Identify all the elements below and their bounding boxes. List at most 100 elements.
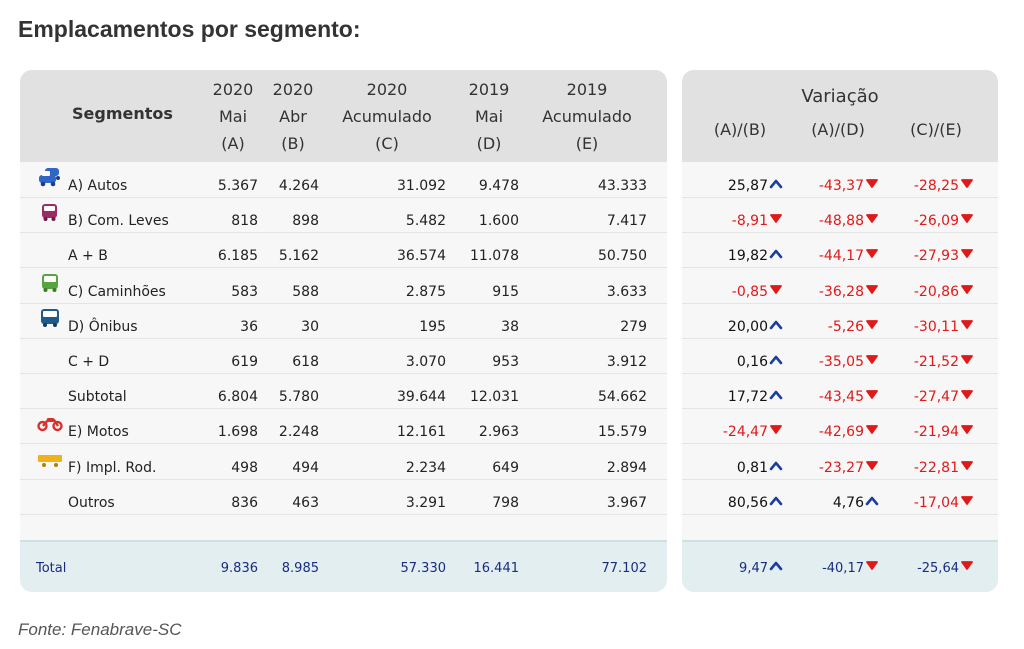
arrow-down-icon xyxy=(961,460,973,470)
var-ad: -42,69 xyxy=(819,423,879,440)
variation-row: 19,82 -44,17 -27,93 xyxy=(682,232,998,269)
cell-d: 1.600 xyxy=(478,213,519,230)
variation-panel: Variação (A)/(B) (A)/(D) (C)/(E) 25,87 -4… xyxy=(682,70,998,592)
var-ab-value: 19,82 xyxy=(727,248,768,265)
segment-table-header: Segmentos 2020 Mai (A) 2020 Abr (B) 2020… xyxy=(20,70,667,162)
table-row: E) Motos 1.698 2.248 12.161 2.963 15.579 xyxy=(20,408,667,445)
variation-row: 0,16 -35,05 -21,52 xyxy=(682,338,998,374)
var-col-ab: (A)/(B) xyxy=(713,120,767,139)
variation-row: 80,56 4,76 -17,04 xyxy=(682,479,998,515)
var-ce: -20,86 xyxy=(914,283,974,300)
cell-c: 12.161 xyxy=(397,424,446,441)
cell-b: 463 xyxy=(292,494,319,511)
truck-icon xyxy=(37,273,63,293)
arrow-down-icon xyxy=(866,561,878,570)
col-header-e-key: (E) xyxy=(575,134,599,153)
total-cell-a: 9.836 xyxy=(220,561,258,576)
arrow-down-icon xyxy=(866,179,878,188)
var-ad: -48,88 xyxy=(819,212,879,229)
total-var-ce-value: -25,64 xyxy=(917,561,959,576)
var-ab: 20,00 xyxy=(728,318,783,335)
total-cell-e: 77.102 xyxy=(601,561,648,576)
cell-d: 649 xyxy=(492,459,519,476)
arrow-down-icon xyxy=(770,284,782,294)
table-row: Outros 836 463 3.291 798 3.967 xyxy=(20,479,667,515)
var-ce-value: -20,86 xyxy=(913,283,959,300)
var-ce: -27,93 xyxy=(914,247,974,264)
bus-icon xyxy=(37,308,63,328)
arrow-up-icon xyxy=(769,179,783,189)
var-ad-value: -43,45 xyxy=(818,389,864,406)
arrow-down-icon xyxy=(866,249,878,259)
var-ce-value: -27,47 xyxy=(913,389,959,406)
col-header-d: 2019 Mai (D) xyxy=(455,76,523,157)
cell-d: 11.078 xyxy=(470,248,519,265)
var-ce-value: -27,93 xyxy=(913,248,959,265)
trailer-icon xyxy=(37,449,63,469)
var-ab-value: 25,87 xyxy=(727,178,768,194)
variation-total-row: 9,47 -40,17 -25,64 xyxy=(682,540,998,592)
col-header-c: 2020 Acumulado (C) xyxy=(332,76,442,157)
arrow-up-icon xyxy=(769,250,783,259)
table-row: A + B 6.185 5.162 36.574 11.078 50.750 xyxy=(20,232,667,269)
col-header-c-year: 2020 xyxy=(366,80,408,99)
var-ad-value: -43,37 xyxy=(818,178,864,194)
var-ab: 19,82 xyxy=(728,247,783,264)
segment-label: B) Com. Leves xyxy=(68,213,169,230)
variation-title: Variação xyxy=(801,86,879,107)
cell-d: 12.031 xyxy=(470,389,519,406)
cell-c: 39.644 xyxy=(397,389,446,406)
table-row: C + D 619 618 3.070 953 3.912 xyxy=(20,338,667,374)
var-ab: 0,81 xyxy=(737,459,783,476)
cell-a: 583 xyxy=(231,283,258,300)
cell-d: 38 xyxy=(501,318,519,335)
var-ad-value: 4,76 xyxy=(832,494,864,511)
table-row: D) Ônibus 36 30 195 38 279 xyxy=(20,303,667,339)
var-ce: -21,94 xyxy=(914,423,974,440)
var-ce: -28,25 xyxy=(914,177,974,194)
segment-label: C) Caminhões xyxy=(68,283,166,300)
cell-a: 6.185 xyxy=(217,248,258,265)
var-ab-value: 0,16 xyxy=(736,354,768,370)
var-ad-value: -48,88 xyxy=(818,213,864,230)
var-ab: 80,56 xyxy=(728,494,783,511)
table-row: C) Caminhões 583 588 2.875 915 3.633 xyxy=(20,268,667,304)
var-ad: -43,37 xyxy=(819,177,879,194)
row-divider xyxy=(20,514,204,515)
var-ad-value: -23,27 xyxy=(818,459,864,476)
cell-a: 1.698 xyxy=(217,424,258,441)
cell-d: 915 xyxy=(492,283,519,300)
var-ab-value: -0,85 xyxy=(731,283,768,300)
total-row: Total 9.836 8.985 57.330 16.441 77.102 xyxy=(20,540,667,592)
cell-e: 15.579 xyxy=(598,424,647,441)
arrow-down-icon xyxy=(961,355,973,364)
arrow-down-icon xyxy=(961,214,973,224)
cell-b: 5.162 xyxy=(278,248,319,265)
segment-table-panel: Segmentos 2020 Mai (A) 2020 Abr (B) 2020… xyxy=(20,70,667,592)
variation-row: -24,47 -42,69 -21,94 xyxy=(682,408,998,445)
col-header-b-year: 2020 xyxy=(272,80,314,99)
arrow-up-icon xyxy=(769,355,783,365)
arrow-down-icon xyxy=(866,284,878,294)
var-ad-value: -35,05 xyxy=(818,354,864,370)
cell-d: 798 xyxy=(492,494,519,511)
cell-a: 36 xyxy=(240,318,258,335)
segmentos-header: Segmentos xyxy=(72,104,173,123)
cell-d: 953 xyxy=(492,354,519,370)
var-ad-value: -5,26 xyxy=(827,318,864,335)
var-ce-value: -26,09 xyxy=(913,213,959,230)
cell-c: 3.291 xyxy=(405,494,446,511)
segment-label: E) Motos xyxy=(68,424,129,441)
col-header-a-key: (A) xyxy=(221,134,245,153)
col-header-a: 2020 Mai (A) xyxy=(205,76,261,157)
cell-b: 4.264 xyxy=(278,178,319,194)
var-ab: 17,72 xyxy=(728,388,783,405)
cell-e: 3.633 xyxy=(606,283,647,300)
var-ce: -22,81 xyxy=(914,459,974,476)
var-ad: -5,26 xyxy=(828,318,879,335)
cell-b: 2.248 xyxy=(278,424,319,441)
total-var-ad: -40,17 xyxy=(822,559,879,576)
cell-d: 2.963 xyxy=(478,424,519,441)
var-ab: -8,91 xyxy=(732,212,783,229)
segment-label: A + B xyxy=(68,248,108,265)
